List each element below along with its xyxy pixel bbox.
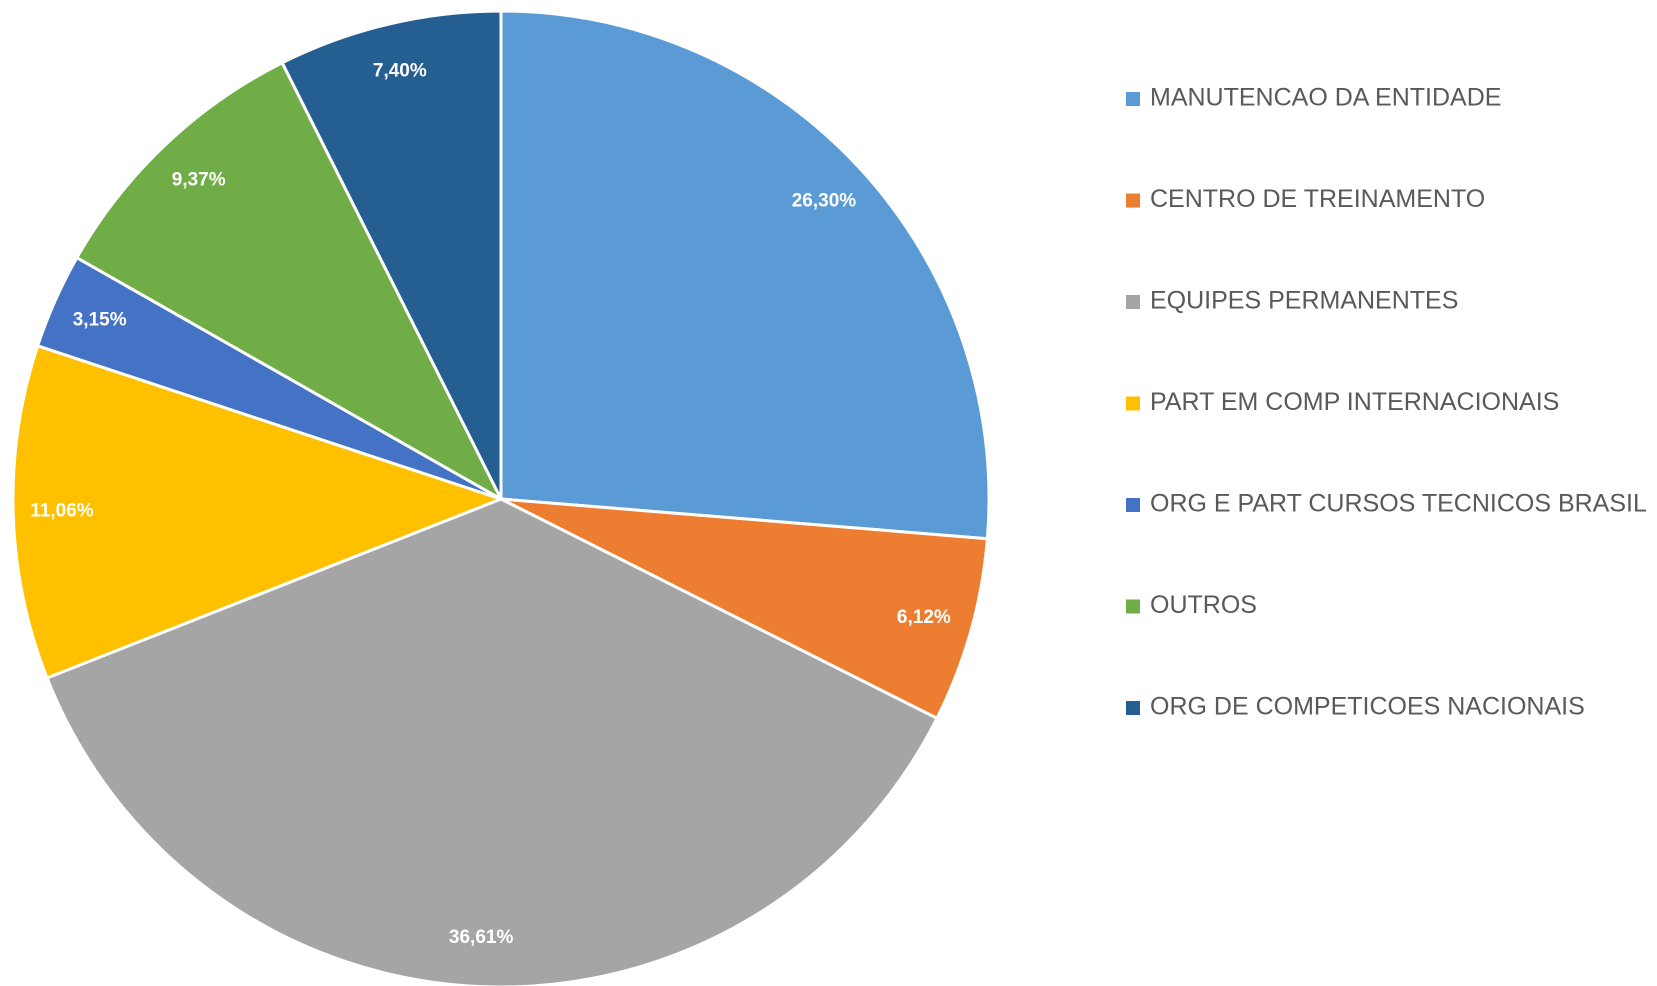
data-label: 6,12%: [897, 607, 951, 628]
data-label: 11,06%: [30, 500, 93, 521]
legend-swatch: [1126, 396, 1140, 411]
pie-slice: [11, 343, 506, 680]
legend-label: ORG DE COMPETICOES NACIONAIS: [1150, 693, 1585, 721]
legend-label: ORG E PART CURSOS TECNICOS BRASIL: [1150, 490, 1647, 518]
data-label: 7,40%: [373, 61, 427, 82]
pie-slice: [500, 497, 989, 721]
pie-slice: [74, 60, 505, 503]
legend-label: PART EM COMP INTERNACIONAIS: [1150, 388, 1559, 416]
legend-swatch: [1126, 193, 1140, 208]
legend-swatch: [1126, 701, 1140, 715]
legend-label: CENTRO DE TREINAMENTO: [1150, 185, 1485, 213]
pie-slice: [499, 9, 991, 541]
data-label: 26,30%: [792, 190, 857, 211]
pie-slice: [280, 9, 503, 500]
legend-label: EQUIPES PERMANENTES: [1150, 287, 1458, 315]
legend-swatch: [1126, 92, 1140, 106]
legend-swatch: [1126, 295, 1140, 309]
pie-slice: [45, 497, 939, 986]
data-label: 36,61%: [449, 927, 514, 948]
legend-label: OUTROS: [1150, 591, 1257, 619]
legend-label: MANUTENCAO DA ENTIDADE: [1150, 84, 1501, 112]
legend-swatch: [1126, 599, 1140, 614]
legend-swatch: [1126, 498, 1140, 512]
data-label: 3,15%: [73, 310, 127, 331]
data-label: 9,37%: [172, 169, 226, 190]
